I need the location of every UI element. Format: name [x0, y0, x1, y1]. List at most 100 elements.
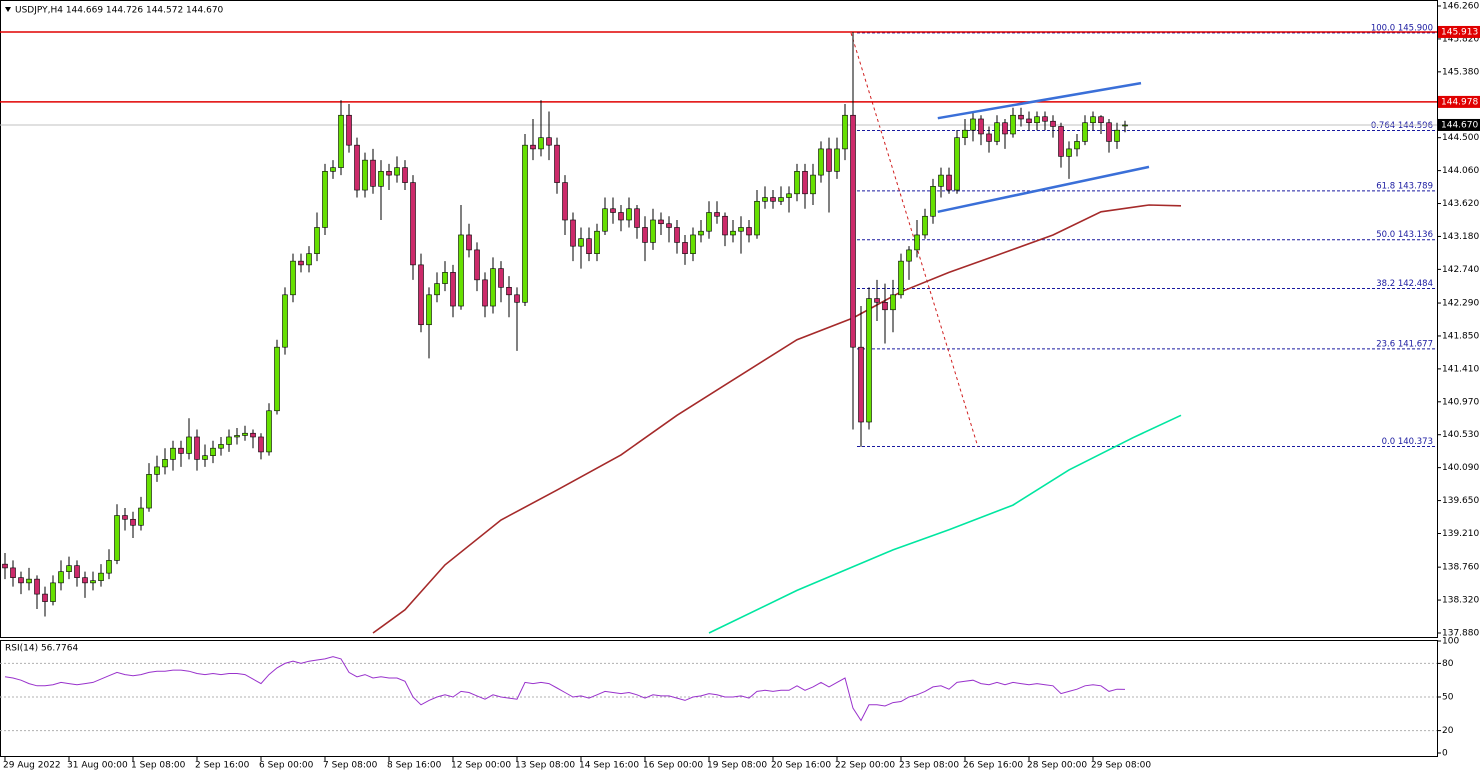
- candle-body: [202, 455, 208, 460]
- candle-body: [98, 572, 104, 581]
- x-tick-label: 1 Sep 08:00: [131, 761, 186, 771]
- candle-body: [658, 219, 664, 225]
- candle-body: [586, 238, 592, 254]
- rsi-panel-frame: [0, 640, 1438, 757]
- price-tag: [1438, 95, 1480, 108]
- candle-body: [538, 137, 544, 150]
- candle-body: [666, 223, 672, 228]
- y-tick-label: 144.500: [1442, 133, 1479, 143]
- candle-body: [426, 294, 432, 326]
- x-tick-label: 19 Sep 08:00: [707, 761, 767, 771]
- candle-body: [634, 208, 640, 228]
- candle-body: [274, 346, 280, 412]
- candle-body: [250, 432, 256, 438]
- candle-body: [1042, 116, 1048, 122]
- candle-body: [1018, 114, 1024, 120]
- x-tick-label: 16 Sep 00:00: [643, 761, 703, 771]
- candle-body: [186, 436, 192, 454]
- candle-body: [794, 171, 800, 195]
- x-tick-label: 2 Sep 16:00: [195, 761, 250, 771]
- candle-body: [26, 578, 32, 584]
- candle-body: [234, 435, 240, 438]
- candle-body: [562, 182, 568, 221]
- candle-body: [330, 167, 336, 172]
- candle-body: [130, 518, 136, 526]
- candle-body: [514, 294, 520, 303]
- candle-body: [1114, 129, 1120, 142]
- candle-body: [546, 137, 552, 146]
- candle-body: [1034, 116, 1040, 124]
- candle-body: [882, 301, 888, 311]
- candle-body: [730, 230, 736, 236]
- candle-body: [818, 148, 824, 176]
- candle-body: [1122, 124, 1128, 127]
- y-tick-label: 139.210: [1442, 529, 1479, 539]
- candle-body: [162, 459, 168, 468]
- price-tag-label: 144.670: [1441, 120, 1478, 130]
- candle-body: [50, 582, 56, 602]
- candle-body: [674, 227, 680, 243]
- candle-body: [1010, 114, 1016, 135]
- candle-body: [138, 507, 144, 526]
- candle-body: [410, 182, 416, 266]
- candle-body: [354, 144, 360, 191]
- candle-body: [554, 144, 560, 183]
- candle-body: [458, 234, 464, 307]
- candle-body: [746, 227, 752, 236]
- candle-body: [146, 474, 152, 509]
- candle-body: [578, 238, 584, 247]
- candle-body: [34, 578, 40, 595]
- candle-body: [1098, 116, 1104, 124]
- candle-body: [986, 133, 992, 142]
- candle-body: [738, 227, 744, 232]
- candle-body: [282, 294, 288, 348]
- y-tick-label: 144.060: [1442, 166, 1479, 176]
- rsi-tick-label: 80: [1442, 659, 1454, 669]
- candle-body: [938, 174, 944, 187]
- candle-body: [906, 249, 912, 262]
- candle-body: [346, 114, 352, 146]
- price-tag: [1438, 118, 1480, 131]
- candle-body: [874, 298, 880, 303]
- fib-level-label: 38.2 142.484: [1376, 279, 1433, 289]
- y-tick-label: 141.410: [1442, 364, 1479, 374]
- candle-body: [946, 174, 952, 191]
- y-tick-label: 143.180: [1442, 232, 1479, 242]
- candle-body: [1106, 122, 1112, 142]
- candle-body: [90, 580, 96, 584]
- candle-body: [338, 114, 344, 168]
- y-tick-label: 137.880: [1442, 629, 1479, 639]
- rsi-tick-label: 20: [1442, 726, 1454, 736]
- candle-body: [322, 171, 328, 228]
- candle-body: [114, 515, 120, 561]
- candle-body: [570, 219, 576, 247]
- candle-body: [170, 447, 176, 460]
- candle-body: [810, 174, 816, 195]
- rsi-title: RSI(14) 56.7764: [5, 644, 78, 654]
- fib-level-label: 0.0 140.373: [1382, 437, 1433, 447]
- x-tick-label: 29 Aug 2022: [3, 761, 61, 771]
- candle-body: [1090, 116, 1096, 124]
- moving-average: [372, 204, 1182, 634]
- candle-body: [362, 159, 368, 191]
- candle-body: [706, 212, 712, 232]
- candle-body: [226, 436, 232, 445]
- fib-level-label: 23.6 141.677: [1376, 339, 1433, 349]
- candle-body: [442, 272, 448, 284]
- candle-body: [66, 565, 72, 572]
- candle-body: [802, 171, 808, 195]
- candle-body: [290, 260, 296, 296]
- candle-body: [930, 186, 936, 217]
- candle-body: [786, 193, 792, 198]
- candle-body: [210, 447, 216, 456]
- y-tick-label: 138.320: [1442, 596, 1479, 606]
- candle-body: [642, 227, 648, 243]
- y-tick-label: 140.090: [1442, 463, 1479, 473]
- y-tick-label: 138.760: [1442, 563, 1479, 573]
- candle-body: [826, 148, 832, 172]
- candle-body: [618, 212, 624, 221]
- candle-body: [298, 260, 304, 266]
- x-tick-label: 6 Sep 00:00: [259, 761, 314, 771]
